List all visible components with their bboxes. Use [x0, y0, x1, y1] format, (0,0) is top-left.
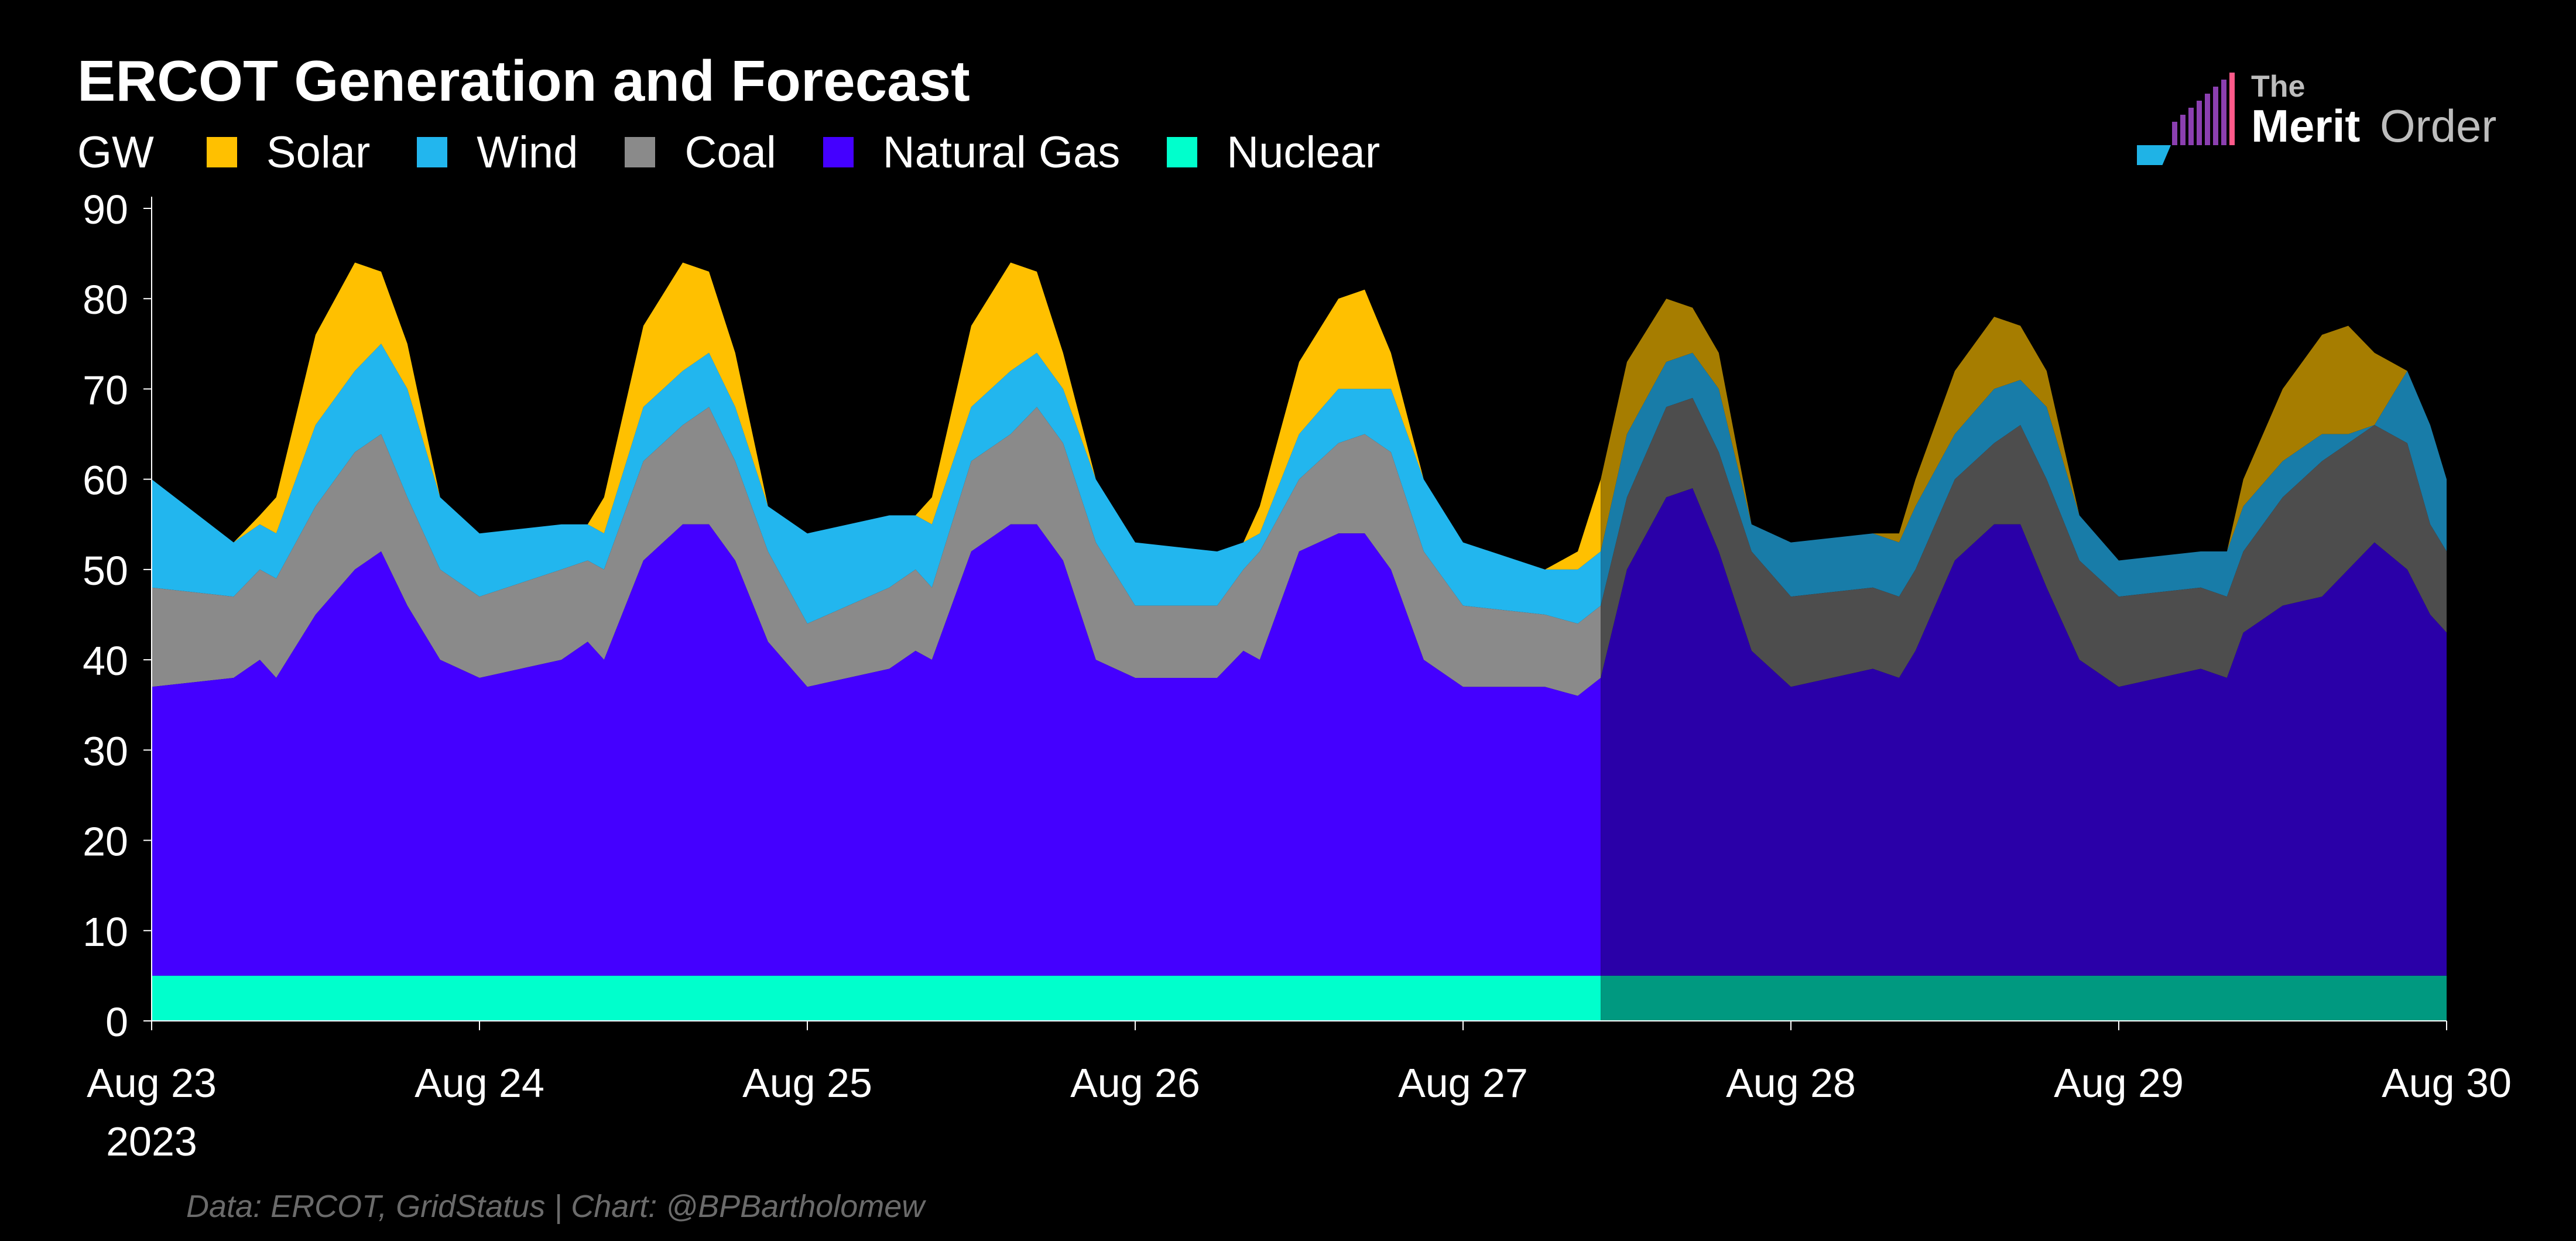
x-year-label: 2023: [106, 1119, 197, 1164]
area-nuclear-actual: [152, 975, 1601, 1021]
area-natural-gas-actual: [152, 524, 1601, 976]
x-tick-label: Aug 28: [1726, 1060, 1856, 1106]
y-tick-label: 20: [83, 819, 128, 865]
legend-label-solar: Solar: [266, 127, 371, 177]
area-solar-forecast: [1601, 299, 2447, 561]
legend-item-wind: Wind: [417, 127, 578, 178]
y-tick-label: 70: [83, 367, 128, 413]
legend-item-nuclear: Nuclear: [1167, 127, 1380, 178]
logo-text-merit: Merit: [2251, 100, 2361, 152]
legend-swatch-natural-gas: [823, 137, 854, 167]
legend-swatch-coal: [625, 137, 656, 167]
logo-bar: [2180, 115, 2186, 145]
legend-swatch-solar: [206, 137, 237, 167]
merit-order-logo: The Merit Order: [2137, 64, 2517, 181]
y-tick-label: 80: [83, 277, 128, 323]
x-tick-label: Aug 24: [415, 1060, 544, 1106]
legend: GW Solar Wind Coal Natural Gas Nuclear: [77, 123, 1427, 181]
chart-title: ERCOT Generation and Forecast: [77, 49, 970, 113]
legend-label-natural-gas: Natural Gas: [882, 127, 1121, 177]
y-tick-label: 30: [83, 728, 128, 774]
x-tick-label: Aug 27: [1398, 1060, 1528, 1106]
area-nuclear-forecast: [1601, 975, 2447, 1021]
area-wind-forecast: [1601, 352, 2447, 606]
y-axis-unit-label: GW: [77, 127, 154, 177]
legend-swatch-nuclear: [1167, 137, 1198, 167]
area-wind-actual: [152, 344, 1601, 624]
area-natural-gas-forecast: [1601, 488, 2447, 976]
x-tick-label: Aug 26: [1070, 1060, 1200, 1106]
y-tick-label: 40: [83, 638, 128, 684]
x-tick-label: Aug 23: [87, 1060, 217, 1106]
logo-bar: [2221, 80, 2226, 145]
x-tick-label: Aug 25: [742, 1060, 872, 1106]
x-tick-label: Aug 29: [2054, 1060, 2184, 1106]
logo-bar: [2197, 101, 2202, 145]
x-tick-label: Aug 30: [2382, 1060, 2512, 1106]
logo-text-order: Order: [2380, 100, 2497, 152]
logo-bar: [2188, 108, 2194, 145]
area-coal-forecast: [1601, 397, 2447, 687]
legend-swatch-wind: [417, 137, 448, 167]
logo-bar: [2205, 94, 2210, 145]
y-tick-label: 60: [83, 458, 128, 503]
legend-item-coal: Coal: [625, 127, 776, 178]
y-tick-label: 10: [83, 909, 128, 955]
y-tick-label: 90: [83, 187, 128, 232]
source-credit: Data: ERCOT, GridStatus | Chart: @BPBart…: [186, 1189, 925, 1224]
legend-item-natural-gas: Natural Gas: [823, 127, 1121, 178]
legend-item-solar: Solar: [206, 127, 371, 178]
area-coal-actual: [152, 407, 1601, 696]
legend-label-coal: Coal: [684, 127, 776, 177]
logo-bar: [2229, 73, 2235, 145]
legend-label-nuclear: Nuclear: [1227, 127, 1381, 177]
logo-bar: [2172, 122, 2177, 145]
logo-bar: [2213, 87, 2218, 145]
area-solar-actual: [152, 262, 1601, 570]
y-tick-label: 50: [83, 548, 128, 594]
logo-text-the: The: [2251, 70, 2306, 104]
legend-label-wind: Wind: [477, 127, 578, 177]
y-tick-label: 0: [105, 999, 128, 1045]
